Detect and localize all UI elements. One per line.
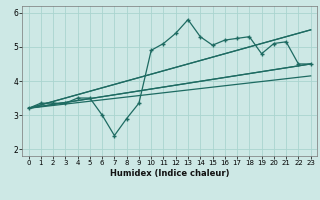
X-axis label: Humidex (Indice chaleur): Humidex (Indice chaleur) bbox=[110, 169, 229, 178]
